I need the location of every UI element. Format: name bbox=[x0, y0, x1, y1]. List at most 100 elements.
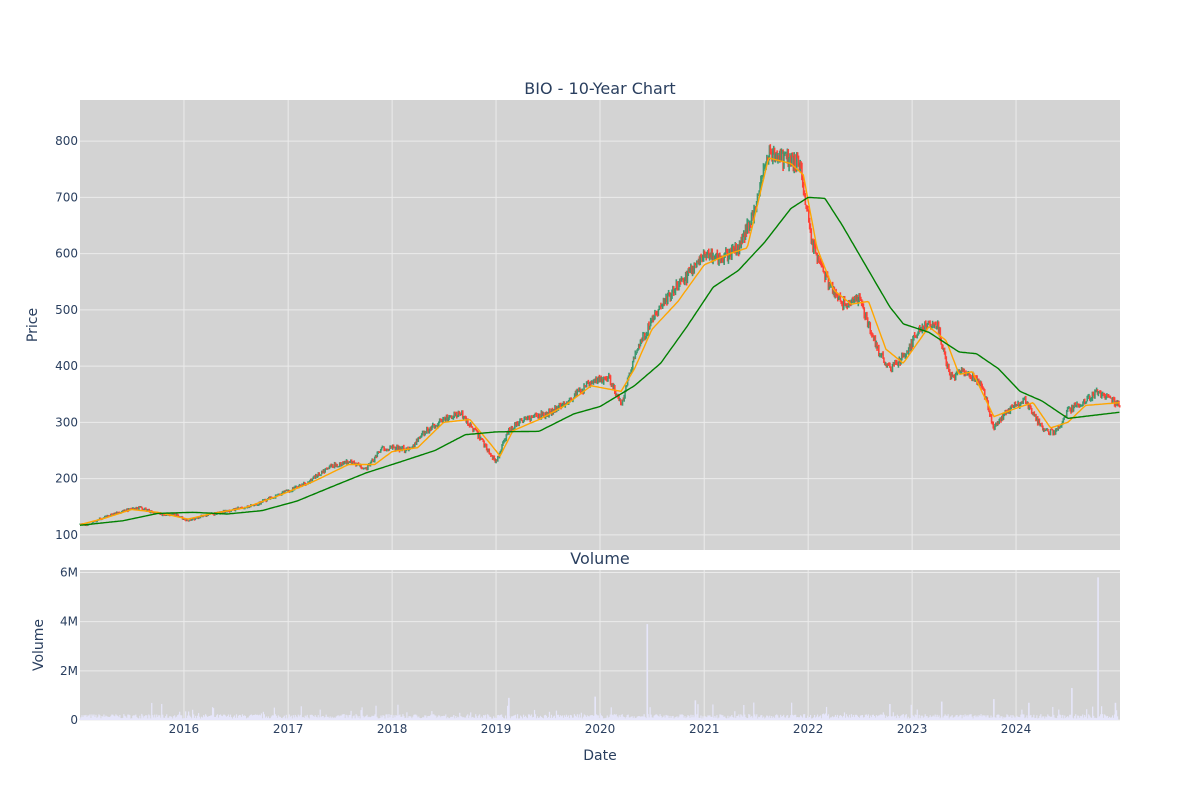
volume-bar bbox=[930, 717, 932, 720]
volume-bar bbox=[678, 716, 680, 720]
volume-bar bbox=[1086, 709, 1088, 720]
volume-panel-title: Volume bbox=[570, 549, 630, 568]
volume-bar bbox=[443, 715, 445, 720]
volume-bar bbox=[748, 714, 750, 720]
volume-bar bbox=[823, 714, 826, 720]
price-y-tick-label: 700 bbox=[55, 190, 78, 204]
volume-bar bbox=[540, 716, 543, 720]
volume-bar bbox=[432, 714, 434, 720]
volume-bar bbox=[892, 712, 894, 720]
volume-bar bbox=[757, 718, 759, 720]
volume-bar bbox=[680, 714, 682, 720]
volume-bar bbox=[344, 718, 346, 720]
volume-bar bbox=[98, 714, 100, 720]
volume-bar bbox=[699, 717, 701, 720]
volume-bar bbox=[233, 715, 236, 720]
volume-bar bbox=[281, 718, 283, 720]
volume-bar bbox=[356, 715, 358, 720]
volume-bar bbox=[938, 715, 940, 720]
volume-bar bbox=[295, 716, 297, 720]
volume-bar bbox=[363, 717, 365, 720]
volume-bar bbox=[1041, 717, 1043, 720]
volume-bar bbox=[407, 717, 409, 720]
volume-bar bbox=[740, 714, 742, 720]
volume-bar bbox=[208, 716, 211, 720]
volume-bar bbox=[610, 707, 612, 720]
volume-bar bbox=[1089, 715, 1091, 720]
volume-y-tick-label: 4M bbox=[60, 615, 78, 629]
volume-bar bbox=[241, 714, 244, 720]
volume-bar bbox=[1106, 716, 1108, 720]
volume-bar bbox=[817, 717, 820, 720]
volume-bar bbox=[315, 716, 317, 720]
volume-bar bbox=[981, 716, 983, 720]
volume-bar bbox=[349, 714, 351, 720]
volume-bar bbox=[88, 715, 90, 720]
volume-bar bbox=[360, 710, 362, 720]
volume-bar bbox=[861, 715, 864, 720]
volume-bar bbox=[862, 717, 865, 720]
volume-bar bbox=[256, 714, 259, 720]
volume-bar bbox=[801, 716, 803, 720]
volume-bar bbox=[182, 718, 184, 720]
volume-bar bbox=[1090, 717, 1092, 720]
volume-bar bbox=[278, 716, 280, 720]
volume-bar bbox=[123, 714, 125, 720]
volume-bar bbox=[619, 716, 621, 720]
volume-bar bbox=[244, 715, 247, 720]
volume-bar bbox=[809, 714, 812, 720]
volume-bar bbox=[422, 716, 424, 720]
volume-bar bbox=[816, 714, 819, 720]
volume-bar bbox=[1011, 717, 1013, 720]
volume-bar bbox=[491, 718, 493, 720]
volume-bar bbox=[104, 716, 106, 720]
volume-bar bbox=[672, 715, 674, 720]
volume-axis-title: Volume bbox=[31, 619, 47, 671]
volume-bar bbox=[877, 715, 879, 720]
volume-bar bbox=[92, 715, 94, 720]
volume-bar bbox=[185, 711, 187, 720]
volume-bar bbox=[106, 716, 108, 720]
volume-bar bbox=[924, 714, 926, 720]
volume-bar bbox=[1037, 718, 1039, 720]
volume-bar bbox=[297, 714, 299, 720]
volume-bar bbox=[249, 714, 252, 720]
volume-bar bbox=[296, 717, 298, 720]
volume-bar bbox=[1005, 717, 1007, 720]
volume-bar bbox=[587, 716, 589, 720]
volume-bar bbox=[250, 714, 253, 720]
volume-bar bbox=[621, 714, 623, 720]
volume-bar bbox=[966, 714, 968, 720]
volume-bar bbox=[985, 717, 987, 720]
volume-bar bbox=[1070, 714, 1072, 720]
volume-spike-bar bbox=[694, 700, 697, 720]
volume-bar bbox=[222, 714, 225, 720]
volume-bar bbox=[647, 714, 649, 720]
volume-bar bbox=[987, 715, 989, 720]
volume-bar bbox=[141, 713, 143, 720]
volume-bar bbox=[593, 715, 595, 720]
volume-bar bbox=[120, 718, 122, 720]
volume-bar bbox=[628, 717, 630, 720]
price-y-tick-label: 500 bbox=[55, 303, 78, 317]
volume-bar bbox=[576, 714, 578, 720]
volume-bar bbox=[881, 714, 883, 720]
volume-bar bbox=[929, 715, 931, 720]
volume-bar bbox=[803, 714, 805, 720]
volume-bar bbox=[848, 714, 851, 720]
volume-bar bbox=[276, 717, 278, 720]
volume-bar bbox=[429, 716, 431, 720]
volume-bar bbox=[215, 715, 218, 720]
date-x-tick-label: 2022 bbox=[793, 722, 824, 736]
volume-bar bbox=[864, 714, 867, 720]
volume-bar bbox=[1042, 716, 1044, 720]
volume-bar bbox=[1000, 716, 1002, 720]
volume-bar bbox=[661, 717, 663, 720]
volume-bar bbox=[580, 712, 582, 720]
volume-bar bbox=[177, 715, 179, 720]
volume-bar bbox=[417, 717, 419, 720]
volume-bar bbox=[952, 717, 954, 720]
volume-bar bbox=[183, 718, 185, 720]
volume-bar bbox=[338, 716, 340, 720]
